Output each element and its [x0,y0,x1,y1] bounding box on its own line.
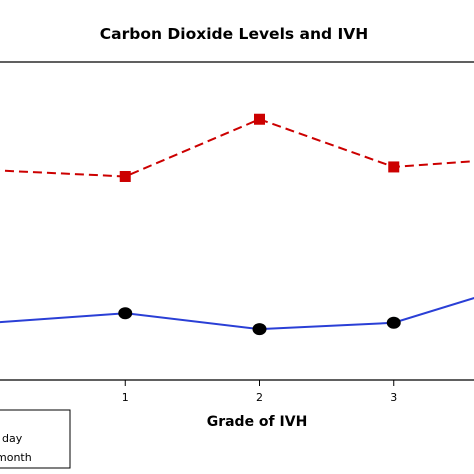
x-tick-label-1: 1 [122,391,129,404]
legend: day month [0,409,71,469]
point-day-3 [386,316,401,329]
x-axis-label: Grade of IVH [207,414,308,430]
point-day-1 [118,307,133,320]
point-day-2 [252,323,267,336]
point-month-1 [119,170,131,182]
x-tick-label-2: 2 [256,391,263,404]
series-line-month [0,118,474,178]
x-tick-label-3: 3 [390,391,397,404]
legend-label-month: month [0,451,32,464]
legend-box [0,409,71,469]
series-line-day [0,297,474,331]
point-month-2 [254,113,265,125]
chart-title: Carbon Dioxide Levels and IVH [100,25,368,43]
point-month-3 [388,161,400,173]
legend-label-day: day [2,432,23,445]
series-layer [0,113,474,336]
x-ticks: 1 2 3 [122,380,397,404]
